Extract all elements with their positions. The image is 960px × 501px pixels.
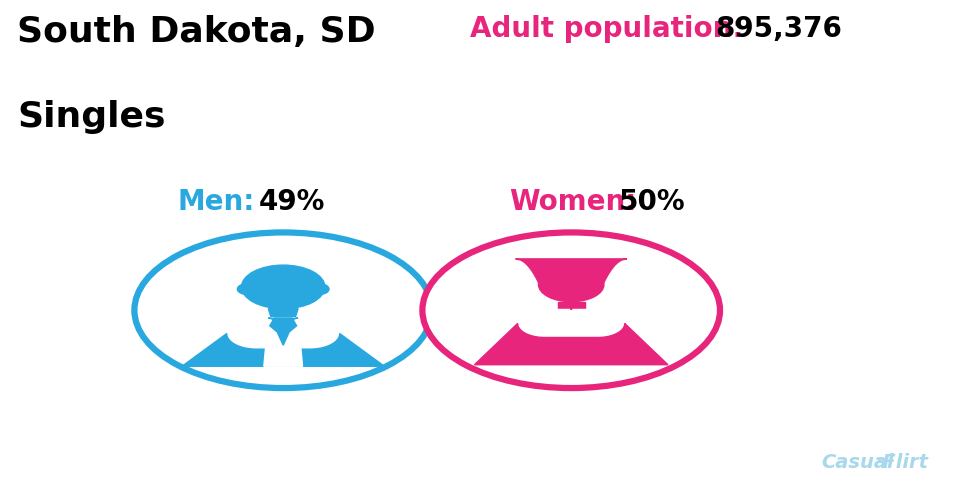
Circle shape: [237, 284, 258, 295]
Text: Singles: Singles: [17, 100, 166, 134]
Text: 50%: 50%: [619, 188, 685, 216]
Polygon shape: [553, 310, 571, 327]
Polygon shape: [268, 309, 298, 319]
Polygon shape: [182, 334, 384, 367]
Text: 49%: 49%: [259, 188, 325, 216]
Text: Women:: Women:: [509, 188, 636, 216]
Circle shape: [242, 266, 324, 309]
Text: Men:: Men:: [177, 188, 254, 216]
Polygon shape: [264, 319, 302, 367]
Polygon shape: [474, 324, 668, 365]
Text: South Dakota, SD: South Dakota, SD: [17, 15, 376, 49]
Polygon shape: [516, 260, 627, 290]
Circle shape: [134, 233, 432, 388]
Circle shape: [539, 268, 604, 302]
Circle shape: [422, 233, 720, 388]
Text: 895,376: 895,376: [715, 15, 842, 43]
Polygon shape: [268, 319, 278, 321]
Polygon shape: [558, 302, 585, 310]
Polygon shape: [563, 312, 580, 324]
Polygon shape: [270, 319, 297, 346]
Text: ·Flirt: ·Flirt: [876, 452, 928, 471]
Circle shape: [308, 284, 329, 295]
Text: Adult population:: Adult population:: [470, 15, 744, 43]
Polygon shape: [571, 310, 589, 327]
Text: Casual: Casual: [821, 452, 894, 471]
Polygon shape: [288, 319, 298, 321]
